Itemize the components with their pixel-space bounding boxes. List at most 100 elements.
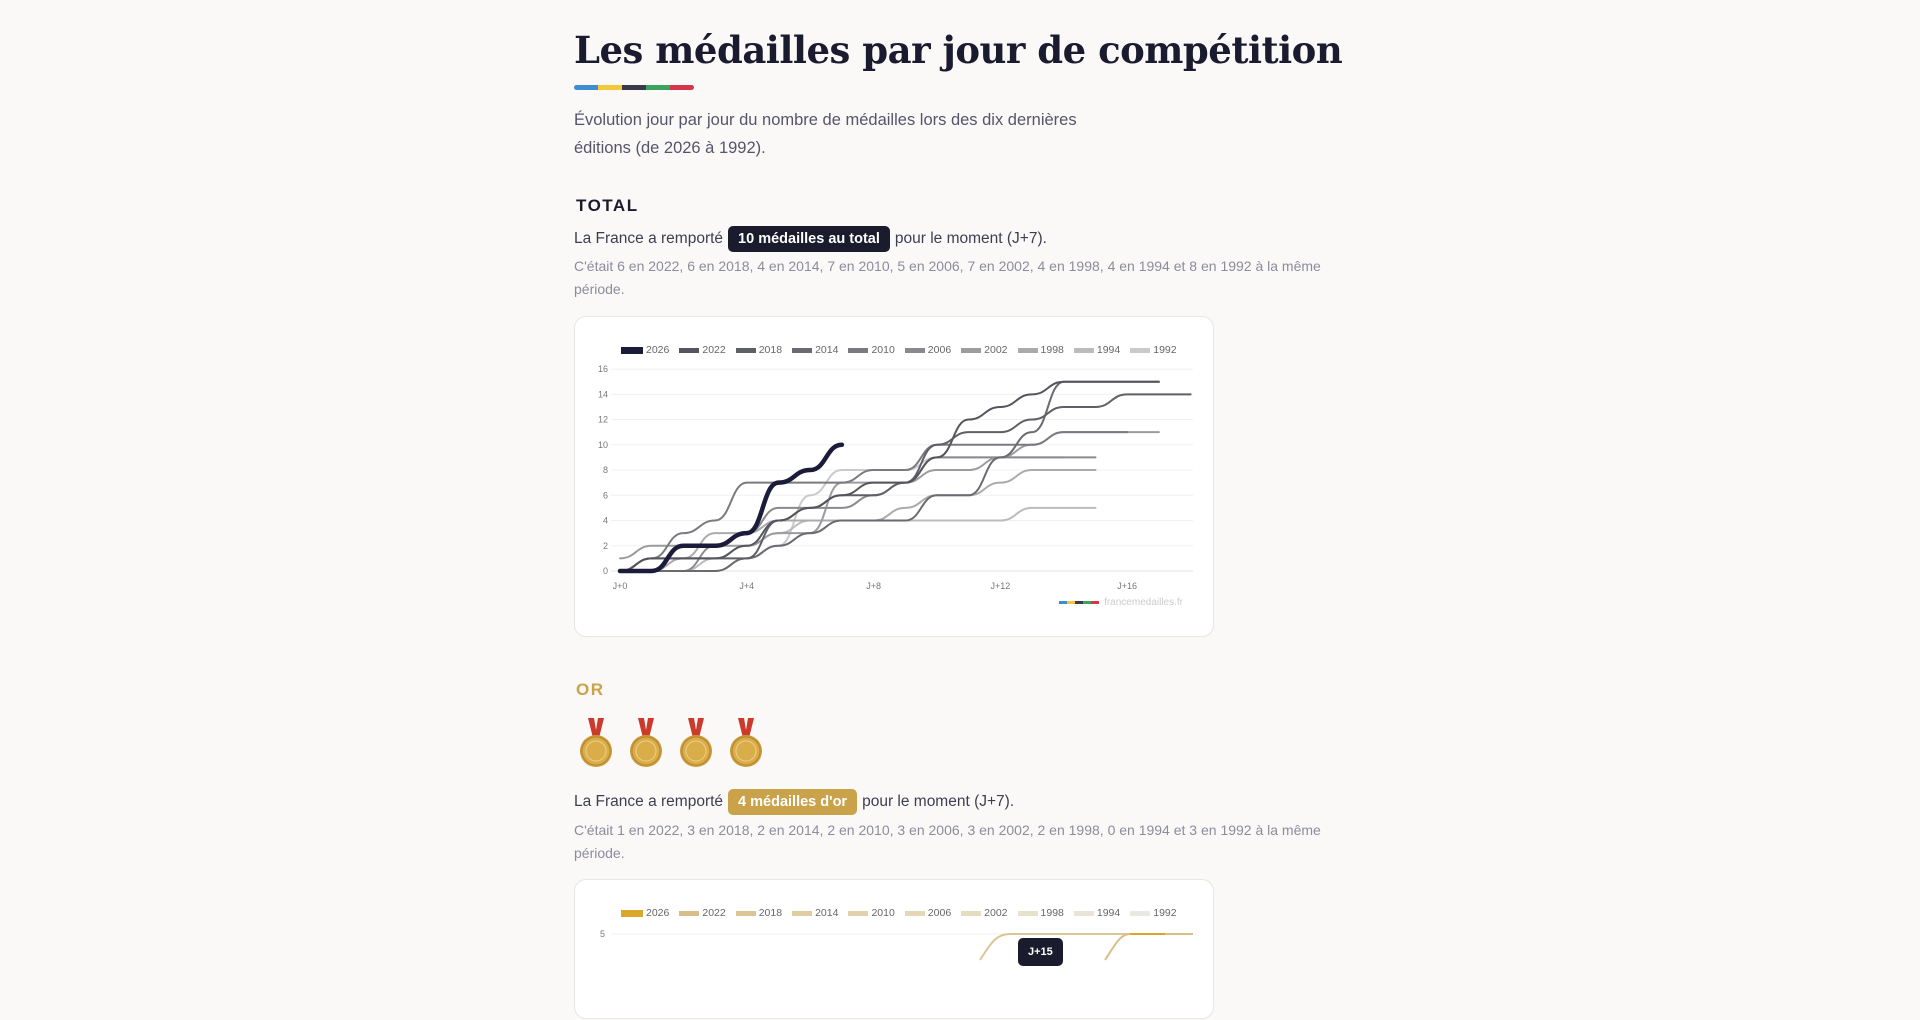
legend-item-2018[interactable]: 2018 [735,344,782,356]
legend-swatch [1073,347,1094,353]
total-comparison: C'était 6 en 2022, 6 en 2018, 4 en 2014,… [574,258,1321,297]
svg-text:J+4: J+4 [739,581,754,591]
color-segment [598,85,622,90]
color-segment [622,85,646,90]
svg-text:J+12: J+12 [991,581,1011,591]
olympic-color-bar [574,85,694,90]
legend-item-1998[interactable]: 1998 [1017,344,1064,356]
legend-label: 1998 [1040,907,1064,919]
legend-item-2014[interactable]: 2014 [792,344,838,356]
series-line-2022[interactable] [619,380,1160,572]
page-intro: Évolution jour par jour du nombre de méd… [574,111,1077,157]
legend-label: 2006 [927,907,952,919]
svg-text:0: 0 [603,566,608,576]
gold-summary-prefix: La France a remporté [574,793,724,810]
page-title: Les médailles par jour de compétition [574,28,1343,72]
legend-item-1998[interactable]: 1998 [1017,907,1064,919]
legend-item-2026[interactable]: 2026 [621,907,669,919]
legend-label: 2006 [927,344,952,356]
legend-swatch [735,347,756,353]
svg-text:6: 6 [603,490,608,500]
legend-swatch [1130,347,1151,353]
series-line-1994[interactable] [619,506,1097,572]
credit-color-bar [1059,601,1100,604]
legend-swatch [679,347,700,353]
gold-summary-suffix: pour le moment (J+7). [862,793,1015,810]
legend-swatch [792,347,813,353]
legend-swatch [904,347,925,353]
svg-text:12: 12 [598,415,608,425]
legend-item-1994[interactable]: 1994 [1073,907,1121,919]
legend-swatch [621,346,643,354]
legend-label: 1994 [1096,344,1121,356]
total-chart-card: 2026 2022 2018 2014 2010 2006 2002 1998 1994 1992… [574,316,1214,637]
svg-text:J+8: J+8 [866,581,881,591]
color-segment [1059,601,1068,604]
legend-item-2010[interactable]: 2010 [848,907,895,919]
legend-item-1992[interactable]: 1992 [1130,344,1177,356]
series-line-1992[interactable] [619,456,1065,572]
svg-text:J+0: J+0 [613,581,628,591]
legend-label: 2018 [758,907,783,919]
legend-label: 2002 [984,907,1008,919]
legend-item-1994[interactable]: 1994 [1073,344,1121,356]
legend-swatch [848,347,869,353]
legend-label: 2026 [646,907,670,919]
gold-medals-row [578,716,764,770]
legend-item-2006[interactable]: 2006 [904,344,952,356]
series-line-2010[interactable] [619,431,1129,572]
legend-label: 2010 [871,907,895,919]
legend-label: 2022 [702,344,726,356]
legend-item-2002[interactable]: 2002 [961,907,1008,919]
legend-label: 2026 [646,344,670,356]
legend-item-1992[interactable]: 1992 [1130,907,1177,919]
legend-item-2026[interactable]: 2026 [621,344,669,356]
svg-text:5: 5 [600,929,605,939]
legend-swatch [961,910,982,916]
legend-swatch [848,910,869,916]
chart-tooltip: J+15 [1018,938,1063,966]
total-chart-legend: 2026 2022 2018 2014 2010 2006 2002 1998 1994 1992 [621,344,1177,356]
legend-label: 1992 [1153,907,1177,919]
gold-comparison: C'était 1 en 2022, 3 en 2018, 2 en 2014,… [574,822,1321,861]
total-summary-prefix: La France a remporté [574,230,724,247]
legend-item-2014[interactable]: 2014 [792,907,838,919]
series-line-2026[interactable] [617,442,845,574]
legend-swatch [1073,910,1094,916]
color-segment [670,85,694,90]
legend-item-2022[interactable]: 2022 [679,344,726,356]
legend-label: 1992 [1153,344,1177,356]
svg-text:4: 4 [603,516,608,526]
gold-chart-card: 2026 2022 2018 2014 2010 2006 2002 1998 1994 1992… [574,879,1214,1019]
legend-item-2002[interactable]: 2002 [961,344,1008,356]
gold-badge: 4 médailles d'or [728,789,858,815]
gold-medal-icon [580,718,612,767]
legend-label: 2022 [702,907,726,919]
gold-line-chart[interactable]: 5 [575,880,1215,1020]
series-line[interactable] [979,933,1193,961]
legend-label: 2010 [871,344,895,356]
legend-item-2010[interactable]: 2010 [848,344,895,356]
legend-swatch [735,910,756,916]
legend-label: 1994 [1096,907,1121,919]
svg-text:8: 8 [603,465,608,475]
svg-text:16: 16 [598,364,608,374]
legend-swatch [679,910,700,916]
legend-item-2022[interactable]: 2022 [679,907,726,919]
gold-chart-legend: 2026 2022 2018 2014 2010 2006 2002 1998 1994 1992 [621,907,1177,919]
gold-summary: La France a remporté 4 médailles d'or po… [574,789,1014,815]
series-line[interactable] [1104,933,1193,961]
legend-swatch [904,910,925,916]
total-summary-suffix: pour le moment (J+7). [894,230,1047,247]
legend-label: 1998 [1040,344,1064,356]
gold-medal-icon [630,718,662,767]
legend-swatch [1017,910,1038,916]
svg-text:14: 14 [598,389,608,399]
total-line-chart[interactable]: 0 2 4 6 8 10 12 14 16 J+0 J+4 J+8 J+12 J+16 [575,317,1215,638]
legend-item-2018[interactable]: 2018 [735,907,783,919]
legend-label: 2002 [984,344,1008,356]
series-line-2006[interactable] [619,456,1097,572]
gold-medal-icon [730,718,762,767]
legend-item-2006[interactable]: 2006 [904,907,952,919]
section-label-gold: OR [576,680,605,699]
